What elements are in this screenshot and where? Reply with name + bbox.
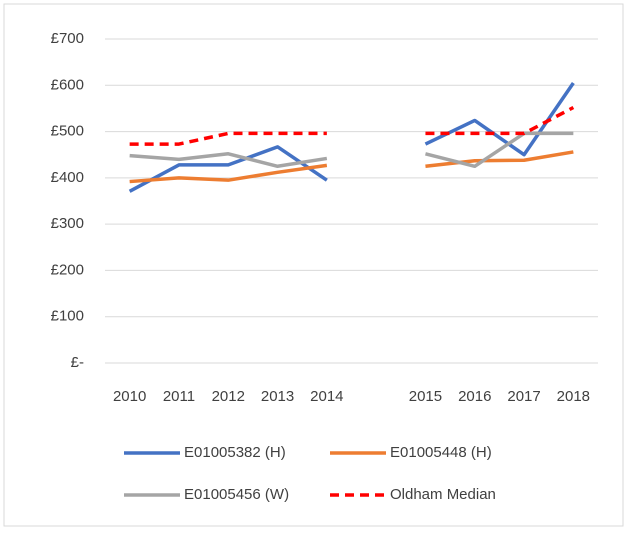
x-tick-label: 2017 (507, 388, 540, 405)
legend-label: Oldham Median (390, 486, 496, 503)
chart-border (3, 3, 624, 527)
series-line (129, 150, 574, 184)
x-tick-label: 2013 (261, 388, 294, 405)
x-tick-label: 2011 (163, 388, 195, 405)
y-tick-label: £200 (51, 261, 84, 278)
x-tick-label: 2010 (113, 388, 146, 405)
legend-label: E01005456 (W) (184, 486, 289, 503)
series-line (129, 131, 574, 169)
y-tick-label: £700 (51, 30, 84, 47)
legend-label: E01005448 (H) (390, 444, 492, 461)
x-tick-label: 2012 (212, 388, 245, 405)
x-tick-label: 2018 (557, 388, 590, 405)
y-tick-label: £100 (51, 308, 84, 325)
x-tick-label: 2016 (458, 388, 491, 405)
y-tick-label: £300 (51, 215, 84, 232)
y-tick-label: £600 (51, 76, 84, 93)
legend-label: E01005382 (H) (184, 444, 286, 461)
x-tick-label: 2015 (409, 388, 442, 405)
series-line (129, 105, 575, 146)
y-tick-label: £500 (51, 123, 84, 140)
y-tick-label: £400 (51, 169, 84, 186)
y-tick-label: £- (71, 354, 84, 371)
x-tick-label: 2014 (310, 388, 343, 405)
